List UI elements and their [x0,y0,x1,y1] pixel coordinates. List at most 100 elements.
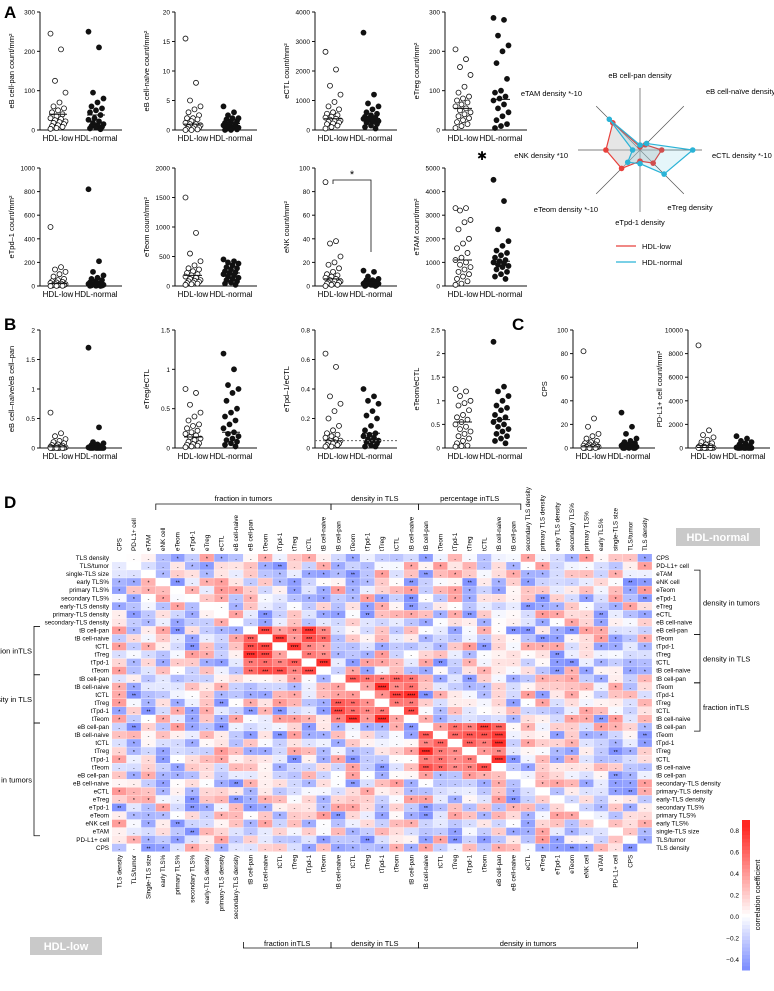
heatmap-cell [520,819,536,828]
data-point [461,219,468,226]
heatmap-cell [550,747,565,755]
heatmap-sig: * [556,661,558,667]
heatmap-sig: - [498,677,500,683]
heatmap-cell [287,819,302,828]
heatmap-sig: ** [278,565,282,571]
heatmap-sig: ** [424,693,428,699]
heatmap-sig: - [323,790,325,796]
heatmap-sig: - [483,653,485,659]
heatmap-sig: - [527,790,529,796]
heatmap-sig: * [279,814,281,820]
col-label-bottom: secondary-TLS density [233,854,240,919]
heatmap-sig: - [498,605,500,611]
row-label-right: tTpd-1 [656,740,675,747]
heatmap-sig: ** [176,629,180,635]
heatmap-cell [637,787,652,796]
heatmap-cell [126,827,141,836]
heatmap-sig: * [629,589,631,595]
col-label-bottom: eTeom [569,855,576,874]
heatmap-cell [228,755,244,763]
colorbar-step [742,917,750,922]
data-point [583,435,590,442]
heatmap-cell [462,779,477,788]
radar-point [606,116,613,123]
heatmap-cell [637,771,652,780]
heatmap-sig: - [250,774,252,780]
heatmap-cell [214,835,229,844]
heatmap-sig: - [527,661,529,667]
y-axis-label: CPS [540,381,549,396]
heatmap-sig: - [264,701,266,707]
heatmap-sig: * [250,822,252,828]
heatmap-cell [360,626,375,635]
heatmap-sig: - [513,613,515,619]
data-point [90,268,96,275]
heatmap-sig: * [191,726,193,732]
heatmap-sig: * [250,782,252,788]
heatmap-sig: * [191,742,193,748]
data-point [460,273,466,280]
heatmap-cell [433,843,448,852]
heatmap-cell [477,602,492,611]
heatmap-sig: * [133,661,135,667]
heatmap-sig: * [454,758,456,764]
heatmap-cell [462,658,477,667]
heatmap-sig: - [279,830,281,836]
heatmap-cell [331,578,346,586]
heatmap-cell [550,787,565,796]
heatmap-sig: * [381,645,383,651]
heatmap-cell [564,739,579,747]
heatmap-cell [506,819,521,828]
heatmap-sig: - [644,766,646,772]
heatmap-sig: - [600,557,602,563]
heatmap-sig: * [366,653,368,659]
heatmap-cell [155,827,171,836]
data-point [495,32,501,39]
heatmap-sig: - [556,766,558,772]
heatmap-sig: * [439,726,441,732]
heatmap-cell [535,682,550,691]
heatmap-cell [170,771,185,780]
heatmap-sig: * [162,774,164,780]
heatmap-cell [374,602,390,611]
heatmap-sig: - [629,710,631,716]
heatmap-cell [535,610,550,619]
y-tick-label: 0 [564,446,568,453]
row-label-left: primary-TLS density [53,611,110,618]
heatmap-sig: - [221,734,223,740]
heatmap-sig: * [615,597,617,603]
heatmap-sig: - [264,814,266,820]
heatmap-cell [360,562,375,570]
y-tick-label: 0 [679,446,683,453]
heatmap-cell [491,554,506,562]
heatmap-cell [389,570,404,578]
heatmap-cell [258,650,273,659]
data-point [498,123,504,129]
heatmap-cell [228,739,244,747]
data-point [504,268,510,275]
heatmap-sig: - [410,645,412,651]
heatmap-sig: *** [306,637,312,643]
heatmap-cell [199,843,214,852]
heatmap-cell [214,626,229,635]
y-tick-label: 1 [436,398,440,405]
heatmap-sig: - [542,734,544,740]
heatmap-sig: - [571,653,573,659]
data-point [225,382,231,388]
heatmap-sig: - [206,758,208,764]
data-point [490,176,497,183]
heatmap-cell [404,835,419,844]
heatmap-sig: - [206,742,208,748]
heatmap-sig: - [629,701,631,707]
heatmap-sig: * [483,629,485,635]
heatmap-cell [287,562,302,570]
y-tick-label: 2.5 [431,328,440,335]
heatmap-cell [141,578,156,586]
heatmap-cell [258,666,273,675]
heatmap-cell [608,715,623,723]
data-point [496,95,503,102]
heatmap-cell [579,626,594,635]
heatmap-cell [447,650,463,659]
heatmap-sig: * [191,653,193,659]
heatmap-cell [170,739,185,747]
